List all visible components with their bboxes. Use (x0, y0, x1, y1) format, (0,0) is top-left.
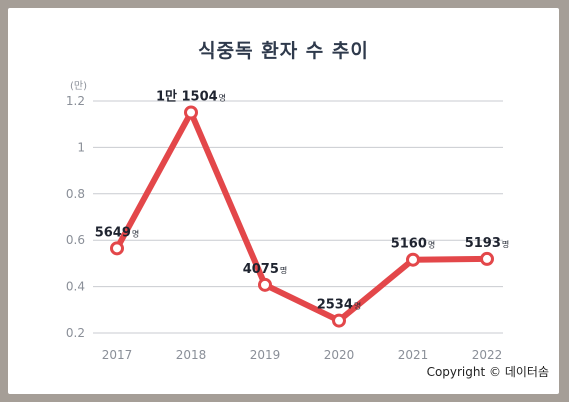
data-label: 5160명 (391, 237, 436, 252)
data-label-unit: 명 (219, 93, 226, 103)
data-point (332, 313, 346, 328)
line-chart: (만) 0.2 0.4 0.6 0.8 1 1.2 2017 2018 2019 2020 202… (66, 80, 510, 362)
chart-title: 식중독 환자 수 추이 (198, 40, 369, 62)
data-label-unit: 명 (280, 265, 287, 275)
data-label-unit: 명 (132, 228, 139, 238)
data-label: 5193명 (465, 236, 510, 251)
data-point (110, 241, 124, 256)
data-label-number: 5193 (465, 236, 501, 251)
data-label-number: 1만 1504 (156, 89, 218, 105)
x-tick-label: 2017 (102, 348, 133, 362)
data-label: 5649명 (95, 225, 140, 240)
x-tick-label: 2019 (250, 348, 281, 362)
data-point (184, 105, 198, 120)
data-label: 4075명 (243, 262, 288, 277)
copyright-text: Copyright © 데이터솜 (426, 365, 549, 379)
series-line (114, 109, 490, 324)
y-tick-label: 1.2 (66, 94, 85, 108)
data-label: 1만 1504명 (156, 89, 226, 105)
y-tick-label: 0.6 (66, 233, 85, 247)
data-label-unit: 명 (428, 240, 435, 250)
y-unit-label: (만) (70, 80, 87, 92)
data-label: 2534명 (317, 298, 362, 313)
data-label-number: 5160 (391, 237, 427, 252)
x-tick-label: 2018 (176, 348, 207, 362)
data-label-number: 2534 (317, 298, 353, 313)
y-tick-label: 0.8 (66, 187, 85, 201)
data-label-unit: 명 (354, 301, 361, 311)
data-point (406, 252, 420, 267)
chart-card: 식중독 환자 수 추이 (만) 0.2 0.4 0.6 0.8 1 1.2 2017 201… (8, 8, 559, 394)
y-tick-label: 0.4 (66, 280, 85, 294)
data-point (480, 251, 494, 266)
data-label-number: 5649 (95, 225, 131, 240)
x-tick-label: 2022 (472, 348, 503, 362)
data-label-number: 4075 (243, 262, 279, 277)
y-tick-label: 0.2 (66, 326, 85, 340)
data-label-unit: 명 (502, 239, 509, 249)
x-tick-label: 2021 (398, 348, 429, 362)
data-point (258, 277, 272, 292)
y-tick-label: 1 (77, 140, 85, 154)
x-tick-label: 2020 (324, 348, 355, 362)
